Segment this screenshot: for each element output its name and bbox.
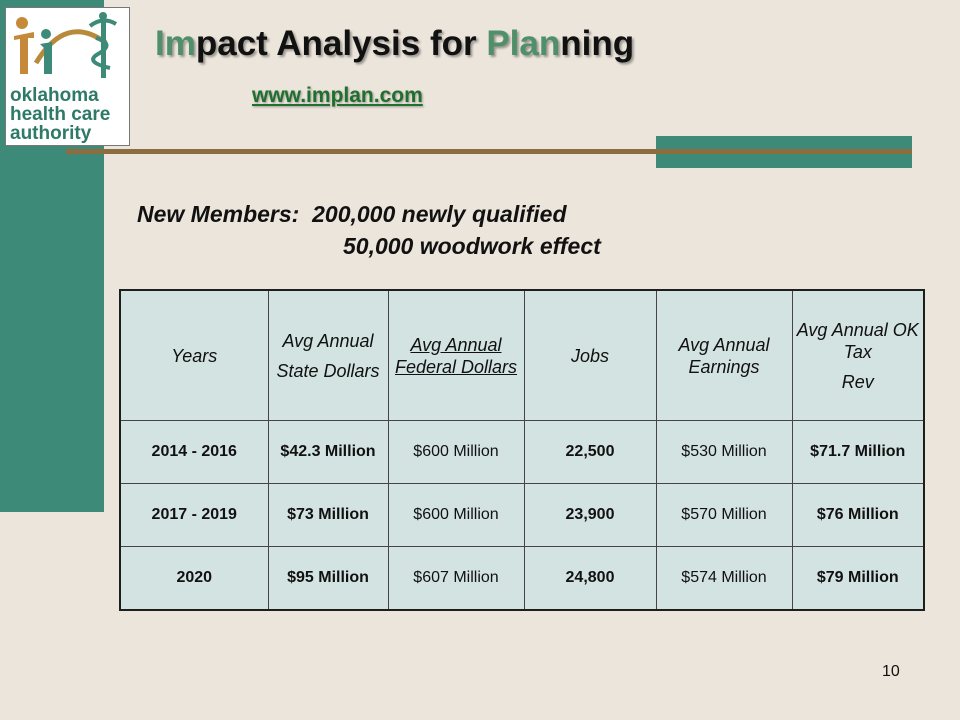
divider-rule: [66, 149, 912, 154]
cell-jobs: 24,800: [523, 546, 657, 611]
new-members-text: New Members: 200,000 newly qualified 50,…: [137, 198, 601, 262]
cell-ok-tax-rev: $71.7 Million: [791, 420, 925, 484]
cell-jobs: 23,900: [523, 483, 657, 547]
members-line2: 50,000 woodwork effect: [343, 233, 601, 259]
cell-ok-tax-rev: $79 Million: [791, 546, 925, 611]
cell-earnings: $570 Million: [655, 483, 793, 547]
cell-years: 2017 - 2019: [119, 483, 269, 547]
table-row: 2014 - 2016 $42.3 Million $600 Million 2…: [119, 420, 925, 484]
col-header-years: Years: [119, 289, 269, 421]
table-row: 2017 - 2019 $73 Million $600 Million 23,…: [119, 483, 925, 547]
cell-years: 2020: [119, 546, 269, 611]
figures-icon: [14, 12, 118, 78]
cell-federal-dollars: $607 Million: [387, 546, 525, 611]
table-header-row: Years Avg Annual State Dollars Avg Annual…: [119, 289, 925, 421]
logo-wordmark: oklahoma health care authority: [10, 86, 128, 143]
ohca-logo: oklahoma health care authority: [5, 7, 130, 146]
implan-link[interactable]: www.implan.com: [252, 84, 423, 107]
cell-earnings: $574 Million: [655, 546, 793, 611]
logo-line: health care: [10, 104, 111, 125]
cell-federal-dollars: $600 Million: [387, 483, 525, 547]
title-accent: Plan: [486, 24, 561, 63]
cell-state-dollars: $73 Million: [267, 483, 389, 547]
col-header-ok-tax-rev: Avg Annual OK Tax Rev: [791, 289, 925, 421]
cell-federal-dollars: $600 Million: [387, 420, 525, 484]
col-header-federal-dollars: Avg Annual Federal Dollars: [387, 289, 525, 421]
logo-line: oklahoma: [10, 85, 99, 106]
col-header-jobs: Jobs: [523, 289, 657, 421]
members-line1: 200,000 newly qualified: [312, 201, 567, 227]
title-text: ning: [560, 24, 635, 63]
title-accent: Im: [155, 24, 196, 63]
page-title: Impact Analysis for Planning: [155, 24, 634, 64]
col-header-state-dollars: Avg Annual State Dollars: [267, 289, 389, 421]
col-header-earnings: Avg Annual Earnings: [655, 289, 793, 421]
cell-earnings: $530 Million: [655, 420, 793, 484]
cell-state-dollars: $42.3 Million: [267, 420, 389, 484]
cell-jobs: 22,500: [523, 420, 657, 484]
cell-state-dollars: $95 Million: [267, 546, 389, 611]
impact-table: Years Avg Annual State Dollars Avg Annual…: [119, 289, 925, 611]
table-row: 2020 $95 Million $607 Million 24,800 $57…: [119, 546, 925, 611]
cell-years: 2014 - 2016: [119, 420, 269, 484]
members-label: New Members:: [137, 201, 300, 227]
logo-line: authority: [10, 123, 92, 144]
cell-ok-tax-rev: $76 Million: [791, 483, 925, 547]
title-text: pact Analysis for: [195, 24, 487, 63]
page-number: 10: [882, 663, 900, 680]
